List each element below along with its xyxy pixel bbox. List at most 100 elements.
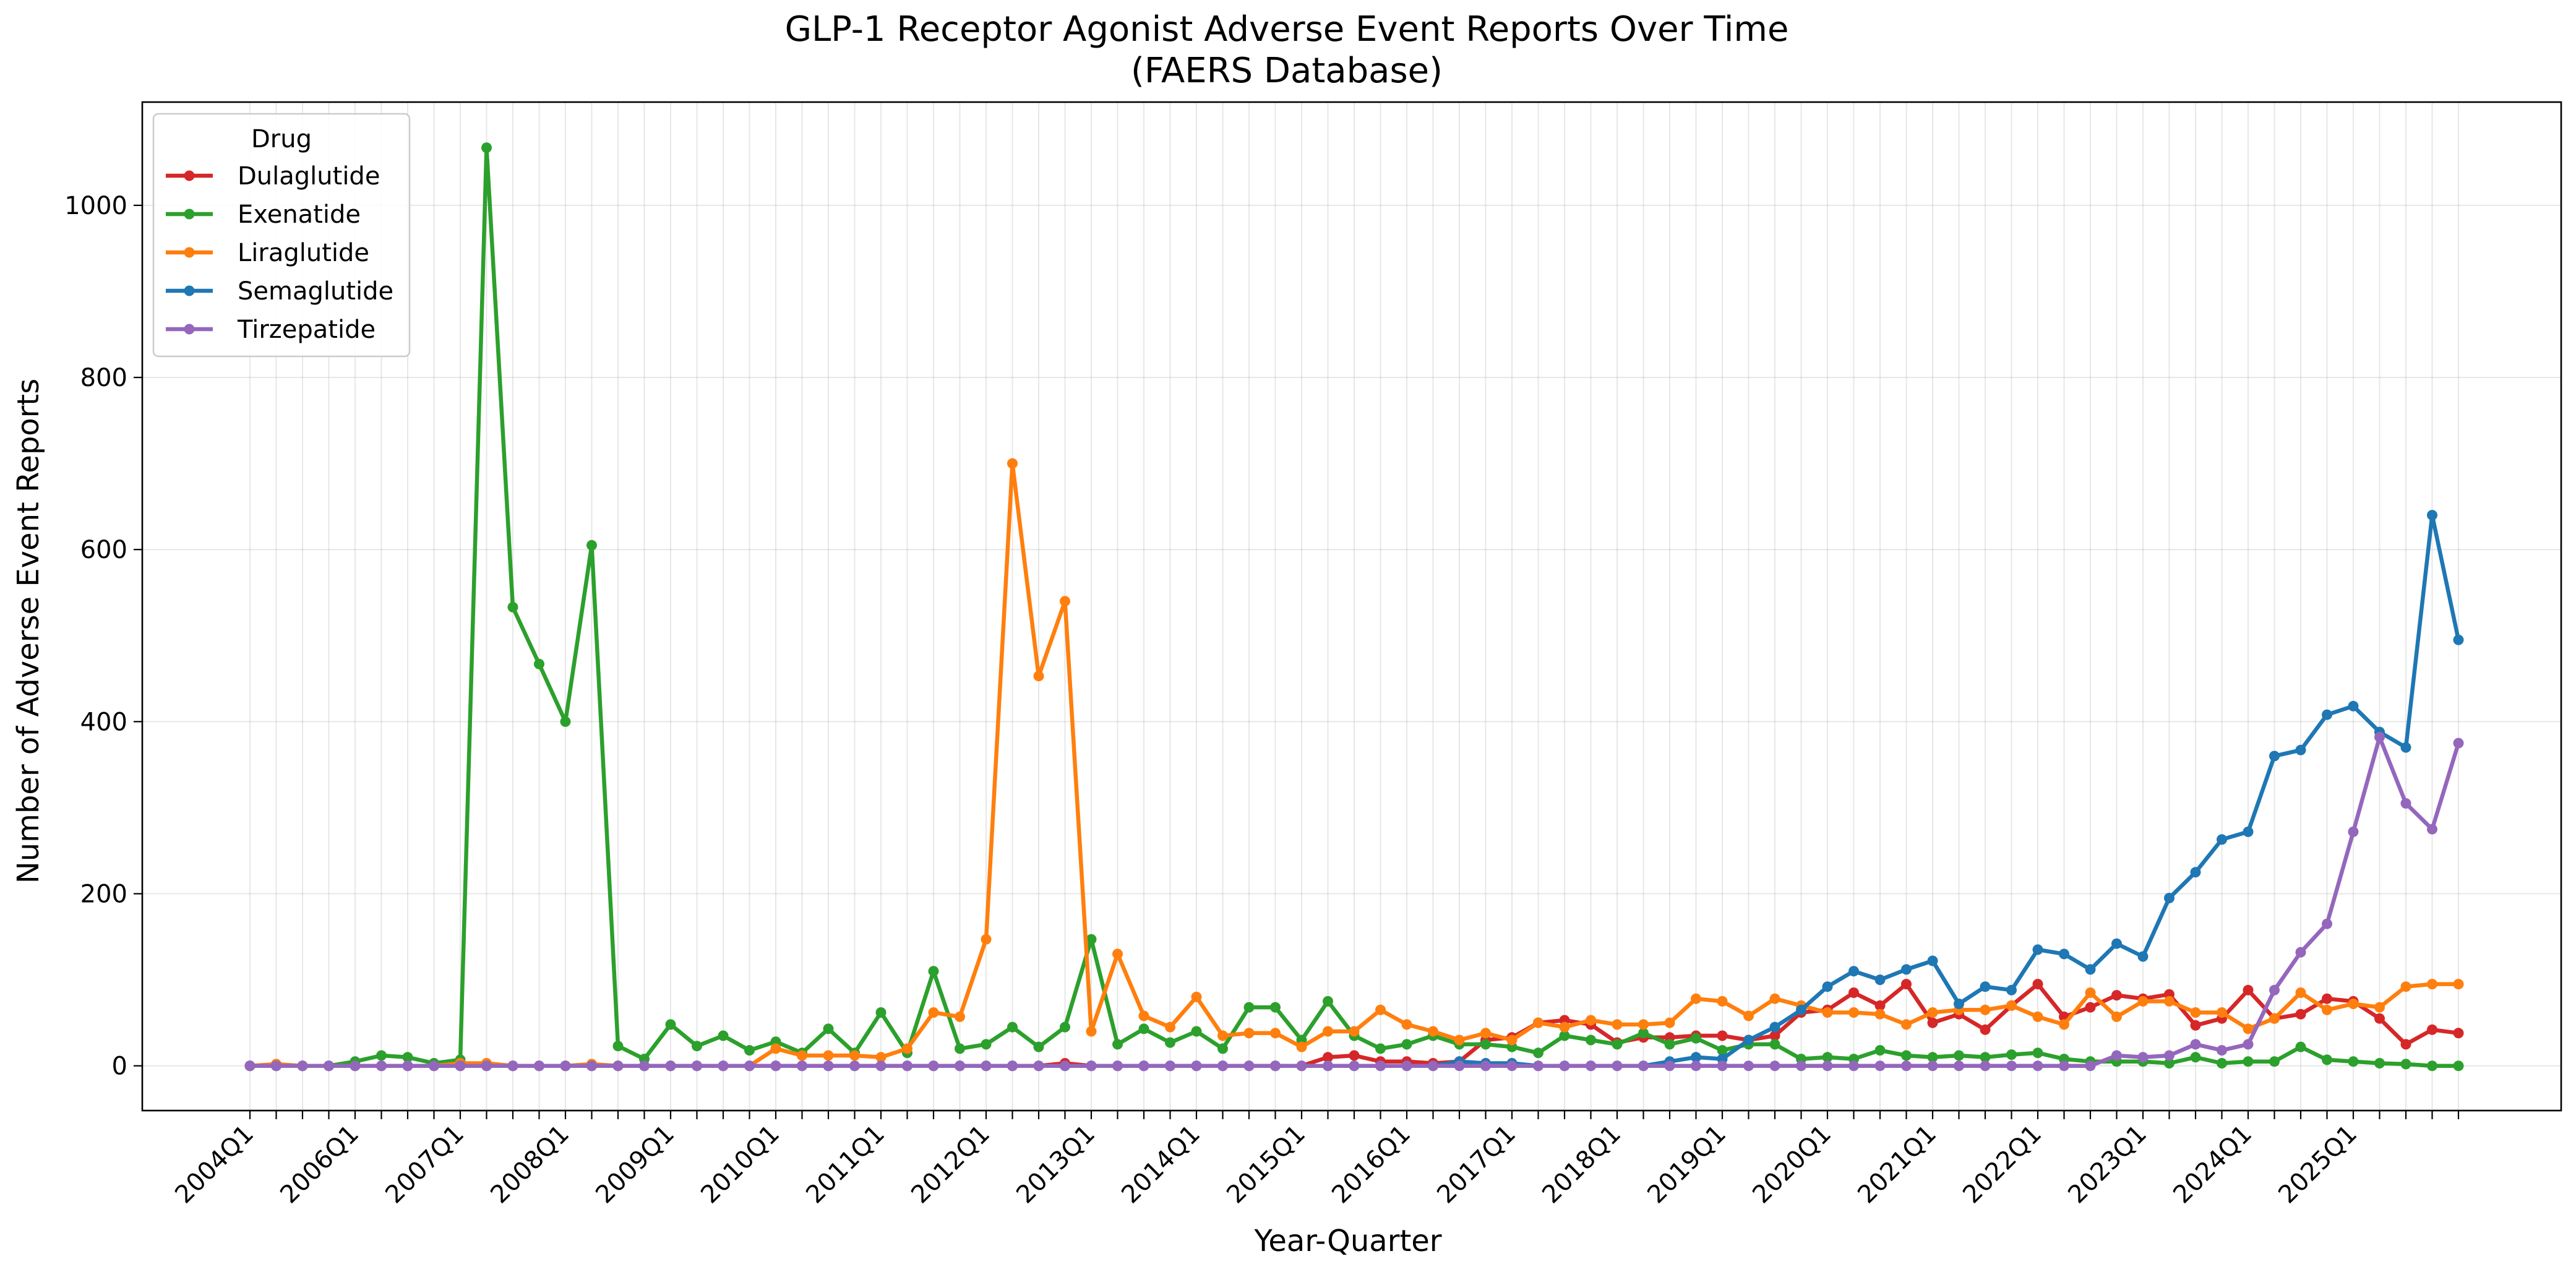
data-point <box>1533 1047 1543 1059</box>
data-point <box>1901 1060 1912 1072</box>
data-point <box>2295 1041 2306 1052</box>
data-point <box>481 142 492 153</box>
data-point <box>665 1019 676 1030</box>
data-point <box>692 1041 702 1052</box>
data-point <box>244 1060 255 1072</box>
data-point <box>1191 1060 1202 1072</box>
data-point <box>2111 938 2122 949</box>
data-point <box>1165 1021 1175 1033</box>
data-point <box>1559 1060 1570 1072</box>
data-point <box>1980 1004 1991 1015</box>
data-point <box>2217 1058 2227 1068</box>
data-point <box>2217 834 2227 845</box>
data-point <box>1165 1037 1175 1048</box>
data-point <box>981 934 992 945</box>
data-point <box>1954 1050 1964 1061</box>
data-point <box>1769 1021 1780 1033</box>
data-point <box>1375 1060 1386 1072</box>
data-point <box>2164 1058 2175 1068</box>
data-point <box>1927 1007 1938 1018</box>
data-point <box>1980 1024 1991 1035</box>
data-point <box>1323 995 1333 1007</box>
data-point <box>902 1060 912 1072</box>
data-point <box>981 1060 992 1072</box>
legend-label: Exenatide <box>238 200 361 229</box>
data-point <box>2400 981 2411 992</box>
data-point <box>2322 1004 2332 1015</box>
data-point <box>902 1043 912 1054</box>
data-point <box>1506 1034 1518 1046</box>
data-point <box>2374 1058 2385 1068</box>
data-point <box>1717 1045 1728 1056</box>
data-point <box>429 1060 439 1072</box>
data-point <box>1691 1052 1701 1063</box>
data-point <box>2059 1060 2069 1072</box>
data-point <box>1769 1039 1780 1050</box>
data-point <box>2190 867 2201 878</box>
data-point <box>1848 1060 1859 1072</box>
legend-marker <box>184 247 195 258</box>
data-point <box>1664 1017 1675 1028</box>
data-point <box>1717 1030 1728 1041</box>
data-point <box>1323 1026 1333 1037</box>
data-point <box>1691 1033 1701 1044</box>
data-point <box>1664 1039 1675 1050</box>
data-point <box>1874 1000 1886 1011</box>
data-point <box>1901 1019 1912 1030</box>
data-point <box>2400 1059 2411 1070</box>
data-point <box>2243 1039 2254 1050</box>
data-point <box>1243 1002 1255 1013</box>
data-point <box>2111 1050 2122 1061</box>
data-point <box>875 1060 887 1072</box>
data-point <box>639 1060 650 1072</box>
data-point <box>1007 458 1018 469</box>
data-point <box>1060 1060 1070 1072</box>
data-point <box>1401 1039 1412 1050</box>
data-point <box>612 1060 624 1072</box>
legend-marker <box>184 324 195 335</box>
chart-title-line1: GLP-1 Receptor Agonist Adverse Event Rep… <box>785 9 1789 49</box>
data-point <box>1954 1060 1964 1072</box>
series-layer <box>244 142 2464 1072</box>
data-point <box>2348 1056 2359 1067</box>
data-point <box>1138 1010 1149 1021</box>
data-point <box>1664 1060 1675 1072</box>
data-point <box>1822 1052 1833 1063</box>
data-point <box>1296 1060 1307 1072</box>
data-point <box>718 1030 729 1041</box>
data-point <box>2348 999 2359 1009</box>
data-point <box>1743 1060 1754 1072</box>
data-point <box>2427 1024 2437 1035</box>
data-point <box>1743 1034 1754 1046</box>
data-point <box>402 1052 413 1063</box>
data-point <box>2059 1019 2069 1030</box>
data-point <box>1901 1050 1912 1061</box>
data-point <box>2111 1011 2122 1022</box>
data-point <box>2348 700 2359 712</box>
data-point <box>1243 1028 1255 1039</box>
data-point <box>770 1060 781 1072</box>
data-point <box>2190 1007 2201 1018</box>
legend-label: Dulaglutide <box>238 162 380 191</box>
data-point <box>2295 744 2306 755</box>
data-point <box>2085 1060 2096 1072</box>
data-point <box>1743 1010 1754 1021</box>
data-point <box>1454 1060 1465 1072</box>
data-point <box>770 1043 781 1054</box>
data-point <box>1848 966 1859 977</box>
data-point <box>2085 987 2096 998</box>
data-point <box>1060 1021 1070 1033</box>
data-point <box>1060 596 1070 607</box>
data-point <box>2243 984 2254 995</box>
legend-title: Drug <box>251 125 312 153</box>
data-point <box>1191 991 1202 1002</box>
data-point <box>2243 1056 2254 1067</box>
data-point <box>1559 1021 1570 1033</box>
legend-label: Semaglutide <box>238 277 393 306</box>
data-point <box>2190 1052 2201 1063</box>
data-point <box>1874 1008 1886 1020</box>
data-point <box>2400 798 2411 809</box>
data-point <box>1349 1050 1360 1061</box>
data-point <box>2217 1007 2227 1018</box>
legend-marker <box>184 285 195 296</box>
